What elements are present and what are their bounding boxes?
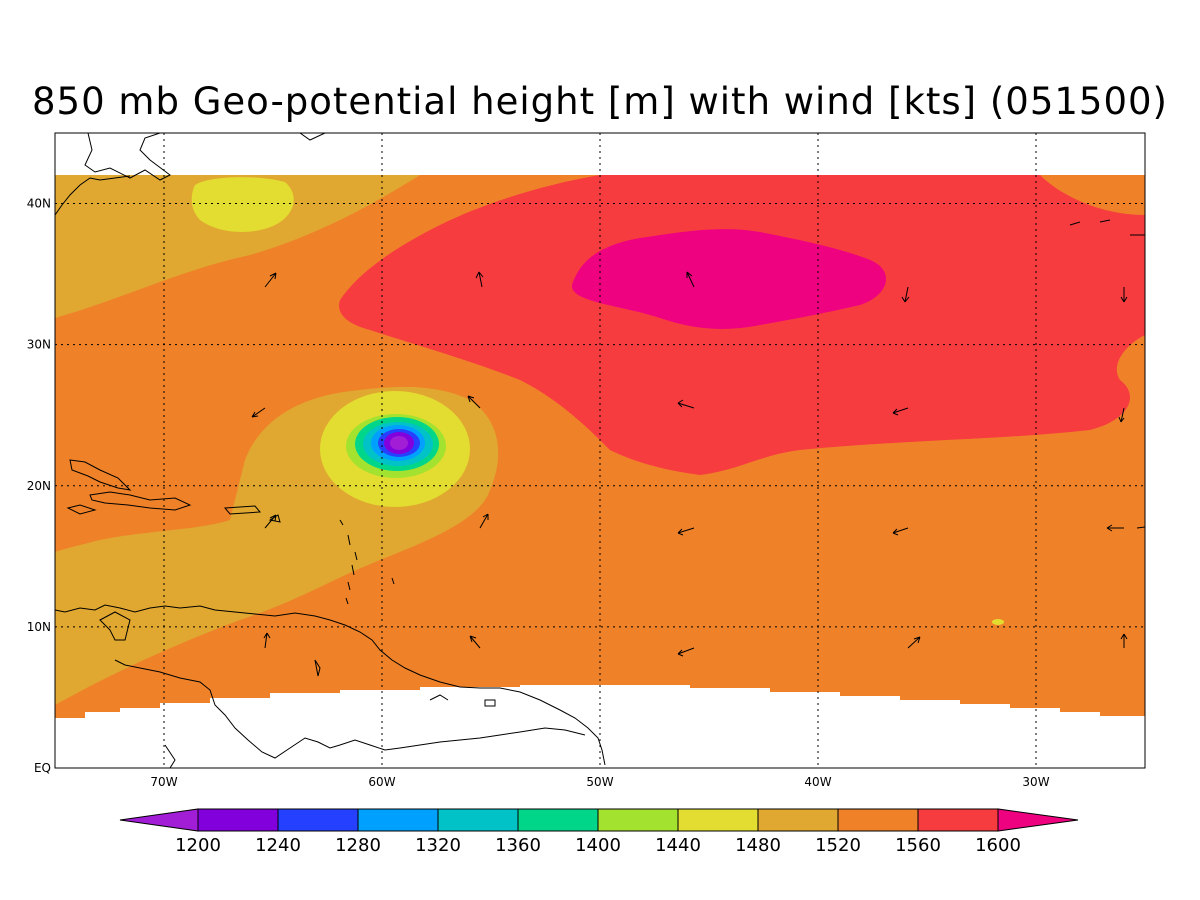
map-frame — [54, 132, 1146, 769]
wind-arrow — [469, 635, 481, 649]
wind-arrow — [677, 527, 695, 536]
contour-1480-north — [191, 177, 294, 232]
colorbar-label: 1320 — [415, 835, 461, 856]
lat-tick-label: 20N — [27, 479, 51, 493]
wind-arrow — [907, 636, 921, 649]
colorbar-segment — [677, 808, 759, 832]
wind-arrow — [251, 407, 266, 418]
lon-tick-label: 50W — [586, 775, 613, 789]
wind-arrow — [686, 271, 695, 288]
wind-vectors — [251, 271, 1146, 657]
colorbar-label: 1440 — [655, 835, 701, 856]
wind-arrow — [1106, 524, 1124, 532]
wind-arrow — [264, 514, 277, 529]
colorbar-low-end — [119, 808, 199, 832]
colorbar: 1200 1240 1280 1320 1360 1400 1440 1480 1520 1560… — [119, 808, 1079, 856]
colorbar-segment — [197, 808, 279, 832]
wind-arrow — [677, 647, 695, 657]
wind-arrow — [467, 395, 481, 409]
colorbar-segment — [517, 808, 599, 832]
wind-arrow — [264, 272, 277, 288]
wind-arrow — [892, 407, 909, 416]
colorbar-label: 1600 — [975, 835, 1021, 856]
wind-arrow — [475, 271, 484, 288]
colorbar-label: 1240 — [255, 835, 301, 856]
graticule — [55, 133, 1145, 768]
colorbar-segment — [437, 808, 519, 832]
contour-fill — [55, 133, 1145, 768]
colorbar-segment — [757, 808, 839, 832]
longitude-labels: 70W 60W 50W 40W 30W — [150, 775, 1049, 789]
colorbar-label: 1200 — [175, 835, 221, 856]
wind-arrow — [1118, 407, 1125, 423]
colorbar-segment — [597, 808, 679, 832]
wind-arrow — [1120, 287, 1128, 303]
lat-tick-label: 10N — [27, 620, 51, 634]
contour-high-region — [571, 229, 887, 329]
colorbar-high-end — [997, 808, 1079, 832]
lat-tick-label: 30N — [27, 338, 51, 352]
colorbar-label: 1360 — [495, 835, 541, 856]
colorbar-segment — [917, 808, 999, 832]
wind-arrow — [677, 399, 695, 409]
wind-arrow — [1120, 633, 1128, 648]
colorbar-label: 1480 — [735, 835, 781, 856]
colorbar-label: 1280 — [335, 835, 381, 856]
wind-arrow — [263, 632, 271, 649]
lat-tick-label: EQ — [34, 761, 51, 775]
lon-tick-label: 30W — [1022, 775, 1049, 789]
wind-arrow — [1136, 526, 1146, 529]
latitude-labels: 40N 30N 20N 10N EQ — [27, 197, 51, 775]
map-title: 850 mb Geo-potential height [m] with win… — [32, 80, 1168, 123]
wind-arrow — [892, 527, 909, 536]
colorbar-segment — [277, 808, 359, 832]
colorbar-label: 1560 — [895, 835, 941, 856]
lat-tick-label: 40N — [27, 197, 51, 211]
colorbar-segment — [837, 808, 919, 832]
lon-tick-label: 40W — [804, 775, 831, 789]
lon-tick-label: 60W — [368, 775, 395, 789]
coastlines — [55, 133, 1145, 768]
wind-arrow — [901, 286, 910, 303]
lon-tick-label: 70W — [150, 775, 177, 789]
colorbar-segment — [357, 808, 439, 832]
colorbar-label: 1400 — [575, 835, 621, 856]
wind-arrow — [479, 513, 489, 529]
cyclone-low — [318, 387, 498, 517]
colorbar-label: 1520 — [815, 835, 861, 856]
